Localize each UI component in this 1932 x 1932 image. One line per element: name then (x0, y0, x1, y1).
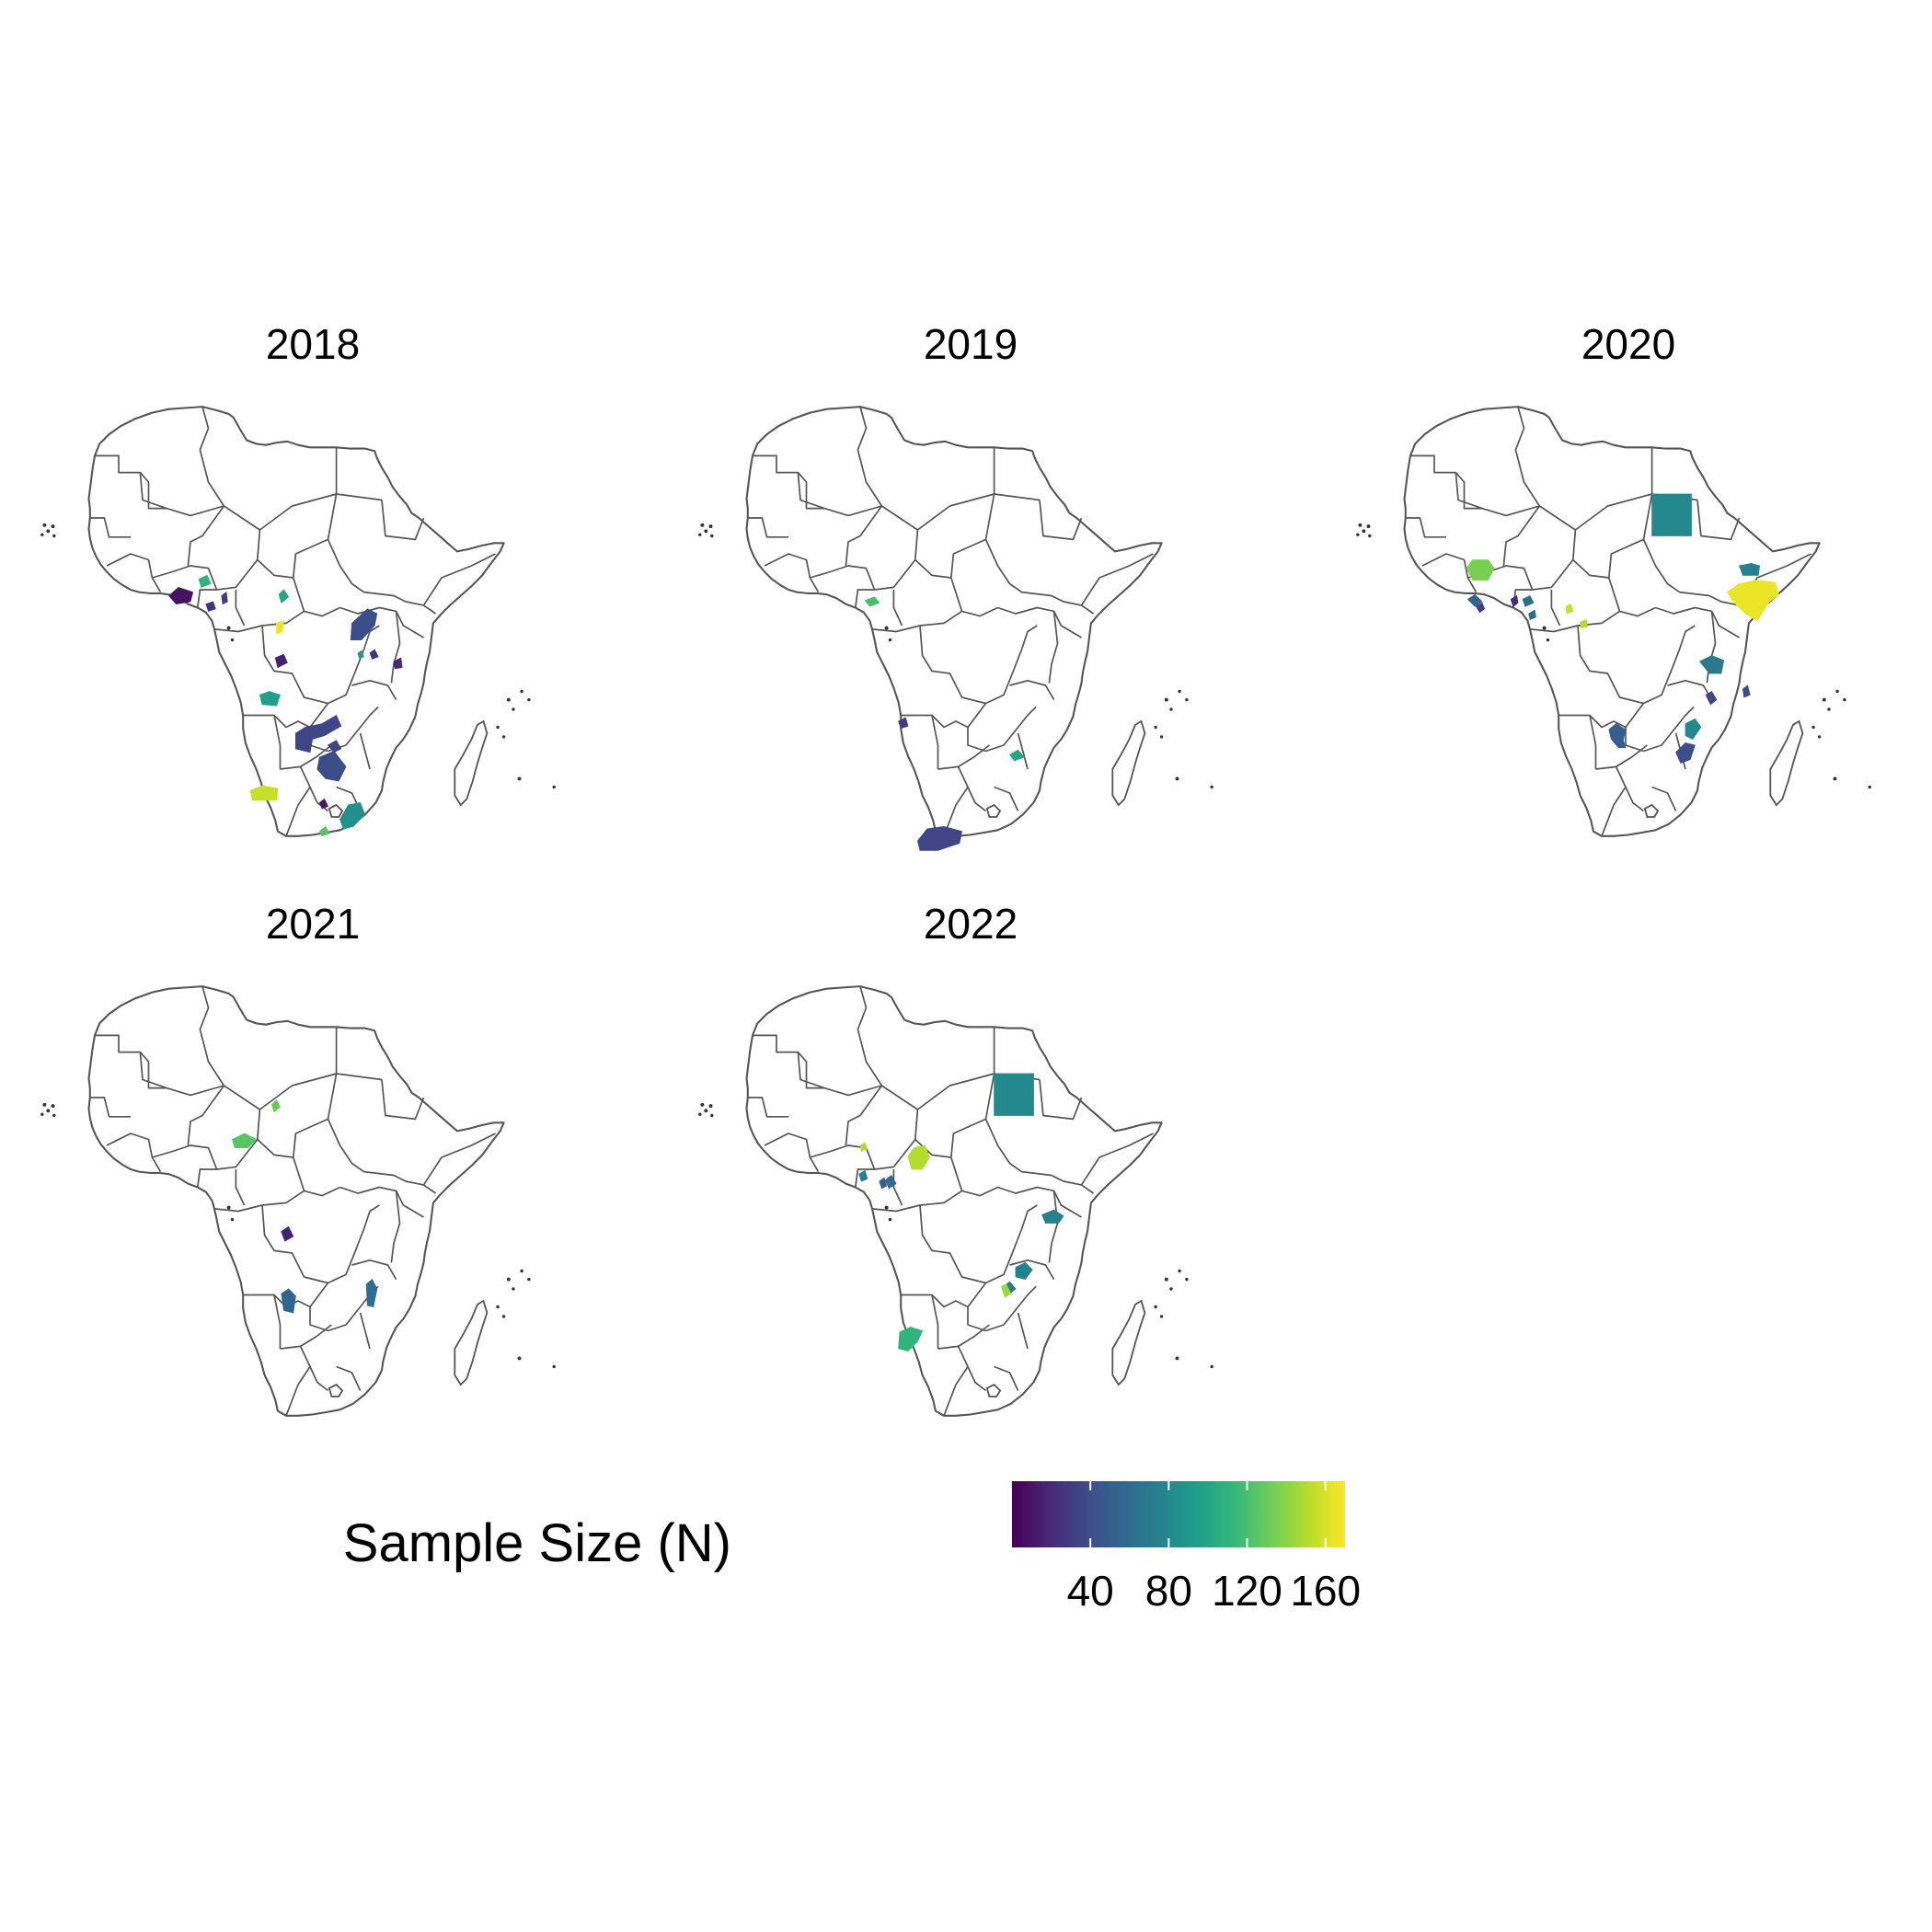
sampled-region (276, 620, 284, 635)
sampled-region (994, 1073, 1034, 1116)
sampled-region (1742, 684, 1751, 698)
sampled-region (916, 826, 962, 851)
sampled-region (339, 801, 366, 830)
sampled-region (1522, 594, 1535, 607)
sampled-region (1041, 1209, 1064, 1224)
panel-title: 2018 (266, 320, 360, 368)
map-panel: 2022 (697, 900, 1214, 1417)
sampled-region (232, 1133, 258, 1148)
sampled-region (1685, 718, 1702, 740)
sampled-region (369, 649, 379, 660)
africa-map (1355, 406, 1872, 837)
sampled-region (1565, 604, 1574, 615)
sampled-region (884, 1174, 897, 1190)
sampled-region (1000, 1283, 1012, 1298)
sampled-region (221, 591, 228, 605)
sampled-region (1015, 1261, 1033, 1281)
sampled-region (198, 574, 212, 588)
sampled-region (1726, 580, 1779, 622)
africa-map (40, 406, 557, 837)
legend-title: Sample Size (N) (343, 1513, 731, 1573)
map-panel: 2018 (40, 320, 557, 837)
sampled-region (393, 657, 403, 670)
africa-map (697, 985, 1214, 1417)
country-borders (40, 985, 557, 1417)
sampled-region (898, 717, 909, 730)
sampled-region (1466, 559, 1495, 581)
sampled-region (205, 601, 216, 612)
sampled-region (1608, 723, 1627, 748)
sampled-region (249, 785, 279, 801)
sampled-region (270, 1098, 281, 1113)
sampled-region (1705, 690, 1718, 706)
sampled-region (1475, 602, 1486, 614)
sampled-region (259, 691, 281, 707)
country-borders (697, 985, 1214, 1417)
sampled-region (1510, 594, 1519, 607)
sampled-region (898, 1327, 924, 1352)
sampled-region (295, 714, 342, 753)
colorbar-tick-label: 80 (1145, 1567, 1192, 1615)
africa-map (697, 406, 1214, 851)
country-borders (697, 406, 1214, 837)
sampled-region (327, 740, 342, 753)
panel-title: 2022 (924, 900, 1018, 948)
sampled-region (1008, 749, 1025, 762)
sampled-region (1580, 618, 1588, 629)
sampled-region (274, 653, 288, 669)
colorbar-tick-label: 40 (1067, 1567, 1114, 1615)
sampled-region (281, 1288, 296, 1314)
sampled-region (1698, 655, 1725, 674)
map-panel: 2021 (40, 900, 557, 1417)
sampled-region (365, 1278, 378, 1307)
sampled-region (168, 586, 194, 605)
sampled-region (350, 608, 378, 640)
sampled-region (864, 596, 880, 607)
panel-title: 2019 (924, 320, 1018, 368)
sampled-region (907, 1144, 930, 1170)
map-panel: 2019 (697, 320, 1214, 851)
sampled-region (318, 798, 329, 810)
sampled-region (858, 1169, 868, 1182)
country-borders (1355, 406, 1872, 837)
legend: Sample Size (N) 40 80 120 160 (343, 1481, 1361, 1615)
sampled-region (1466, 593, 1483, 607)
sampled-region (1651, 493, 1692, 536)
sampled-region (1738, 562, 1761, 576)
colorbar-tick-label: 120 (1212, 1567, 1282, 1615)
sampled-region (1528, 609, 1536, 621)
sampled-region (281, 1225, 294, 1242)
legend-colorbar (1012, 1481, 1345, 1547)
sampled-region (879, 1177, 888, 1190)
panel-title: 2021 (266, 900, 360, 948)
sampled-region (357, 650, 365, 659)
sampled-region (859, 1142, 868, 1153)
sampled-region (278, 589, 290, 604)
country-borders (40, 406, 557, 837)
sampled-region (318, 825, 330, 837)
africa-map (40, 985, 557, 1417)
sampled-region (1675, 742, 1696, 764)
panel-title: 2020 (1581, 320, 1675, 368)
map-panel: 2020 (1355, 320, 1872, 837)
colorbar-tick-label: 160 (1290, 1567, 1361, 1615)
